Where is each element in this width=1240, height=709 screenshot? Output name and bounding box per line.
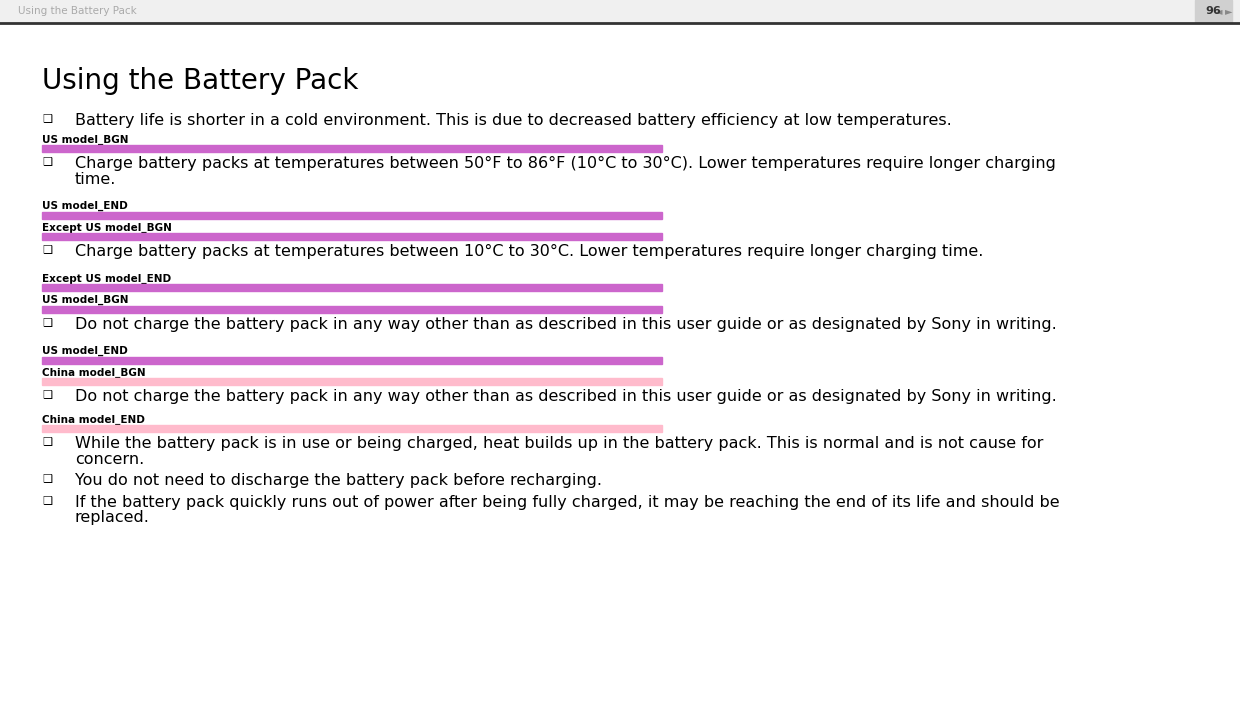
Text: replaced.: replaced. [74, 510, 150, 525]
Text: Do not charge the battery pack in any way other than as described in this user g: Do not charge the battery pack in any wa… [74, 389, 1056, 404]
Text: concern.: concern. [74, 452, 144, 467]
Text: China model_BGN: China model_BGN [42, 368, 145, 378]
Text: 96: 96 [1205, 6, 1221, 16]
Text: Using the Battery Pack: Using the Battery Pack [19, 6, 136, 16]
Bar [0, 0, 1240, 22]
Bar [42, 425, 662, 432]
Text: Charge battery packs at temperatures between 10°C to 30°C. Lower temperatures re: Charge battery packs at temperatures bet… [74, 244, 983, 259]
Text: Do not charge the battery pack in any way other than as described in this user g: Do not charge the battery pack in any wa… [74, 317, 1056, 332]
Text: Battery life is shorter in a cold environment. This is due to decreased battery : Battery life is shorter in a cold enviro… [74, 113, 952, 128]
Text: Using the Battery Pack: Using the Battery Pack [42, 67, 358, 95]
Bar [42, 306, 662, 313]
Text: ►: ► [1225, 6, 1233, 16]
Text: ❑: ❑ [42, 244, 52, 254]
Bar [42, 233, 662, 240]
Text: ❑: ❑ [42, 389, 52, 399]
Bar [42, 378, 662, 385]
Text: ❑: ❑ [42, 113, 52, 123]
Text: ❑: ❑ [42, 495, 52, 505]
Text: ◄: ◄ [1214, 6, 1221, 16]
Text: US model_BGN: US model_BGN [42, 295, 129, 306]
Text: Charge battery packs at temperatures between 50°F to 86°F (10°C to 30°C). Lower : Charge battery packs at temperatures bet… [74, 156, 1056, 171]
Text: ❑: ❑ [42, 473, 52, 484]
Text: US model_END: US model_END [42, 201, 128, 211]
Text: ❑: ❑ [42, 156, 52, 166]
Text: ❑: ❑ [42, 317, 52, 327]
Text: While the battery pack is in use or being charged, heat builds up in the battery: While the battery pack is in use or bein… [74, 436, 1043, 451]
Text: ❑: ❑ [42, 436, 52, 446]
Bar [42, 145, 662, 152]
Bar [42, 357, 662, 364]
Text: China model_END: China model_END [42, 415, 145, 425]
Text: Except US model_END: Except US model_END [42, 274, 171, 284]
Bar [1195, 0, 1233, 22]
Text: You do not need to discharge the battery pack before recharging.: You do not need to discharge the battery… [74, 473, 601, 489]
Text: If the battery pack quickly runs out of power after being fully charged, it may : If the battery pack quickly runs out of … [74, 495, 1060, 510]
Text: US model_BGN: US model_BGN [42, 135, 129, 145]
Text: time.: time. [74, 172, 117, 186]
Bar [42, 211, 662, 218]
Text: US model_END: US model_END [42, 346, 128, 357]
Text: Except US model_BGN: Except US model_BGN [42, 223, 172, 233]
Bar [42, 284, 662, 291]
